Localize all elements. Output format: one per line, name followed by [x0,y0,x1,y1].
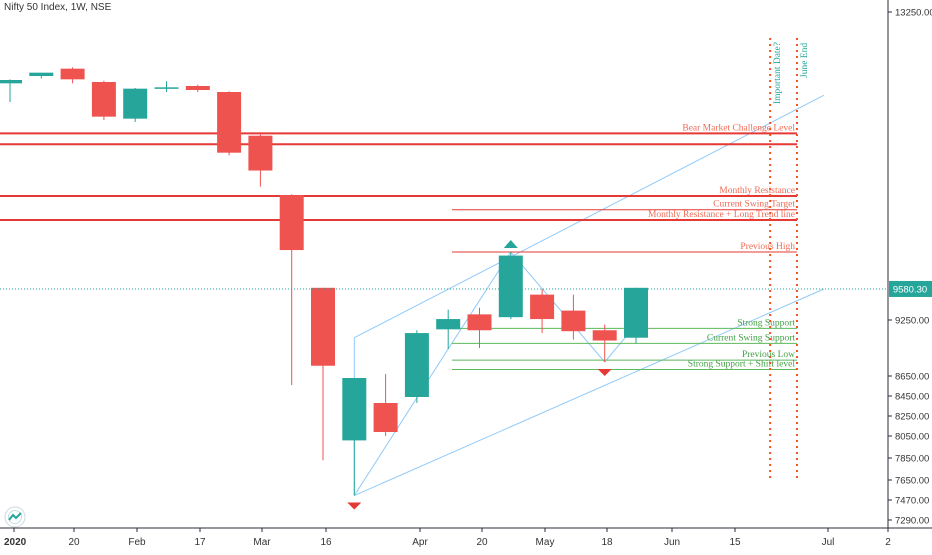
candle-body [373,403,398,432]
last-price-badge [889,280,932,297]
last-price-label: 9580.30 [893,284,927,295]
candle-body [279,195,304,251]
candle-body [592,330,617,341]
vertical-marker-label-1: June End [800,43,810,78]
candle-body [91,82,116,117]
y-tick-label: 8650.00 [895,372,929,383]
x-tick-label: 20 [68,537,80,548]
candle-body [60,68,85,80]
trendline-0 [354,94,825,339]
candle-body [311,287,335,366]
arrow-down [597,369,612,376]
y-tick-label: 7290.00 [895,516,929,527]
x-tick-label: 16 [320,537,332,548]
arrow-up [503,240,518,248]
candle-body [29,72,54,76]
level-label-8: Previous Low [742,350,795,360]
y-tick-label: 7850.00 [895,454,929,465]
candle-body [217,92,242,153]
y-tick-label: 8050.00 [895,432,929,443]
x-tick-label: Feb [128,537,146,548]
x-tick-label: Mar [253,537,271,548]
candle-body [342,378,367,441]
x-tick-label: 18 [601,537,613,548]
candle-body [436,319,461,330]
x-tick-label: 2 [885,537,891,548]
y-tick-label: 8250.00 [895,412,929,423]
x-tick-label: 15 [729,537,741,548]
arrow-down [347,502,362,510]
y-tick-label: 9250.00 [895,316,929,327]
y-tick-label: 7650.00 [895,476,929,487]
level-label-9: Strong Support + Shift level [688,358,796,369]
candle-body [154,87,179,89]
trendline-1 [354,288,825,497]
x-tick-label: Jul [822,537,835,548]
level-label-2: Monthly Resistance [719,186,795,196]
candle-body [185,86,210,90]
level-label-6: Strong Support [737,318,795,328]
x-tick-label: Apr [412,537,428,548]
candle-body [530,294,555,320]
level-label-3: Current Swing Target [713,200,795,210]
y-tick-label: 13250.00 [895,8,932,19]
x-tick-label: 17 [194,537,206,548]
level-label-0: Bear Market Challenge Level [682,123,795,133]
candle-body [0,80,22,84]
level-label-7: Current Swing Support [707,333,796,343]
level-label-5: Previous High [740,242,795,252]
candle-body [248,135,273,171]
y-tick-label: 8450.00 [895,392,929,403]
candle-body [624,287,648,338]
candle-body [498,255,523,318]
vertical-marker-label-0: Important Date? [773,42,783,104]
chart-title: Nifty 50 Index, 1W, NSE [4,2,112,13]
x-tick-label: May [536,537,555,548]
pattern-zigzag [353,251,637,496]
candle-body [561,310,586,332]
candle-body [123,88,148,119]
tradingview-logo-icon[interactable] [4,506,26,528]
x-tick-label: Jun [664,537,680,548]
candle-body [404,333,429,397]
x-tick-label: 2020 [4,537,27,548]
x-tick-label: 20 [476,537,488,548]
candle-body [467,314,492,331]
y-tick-label: 7470.00 [895,496,929,507]
level-label-4: Monthly Resistance + Long Trend line [648,210,795,220]
